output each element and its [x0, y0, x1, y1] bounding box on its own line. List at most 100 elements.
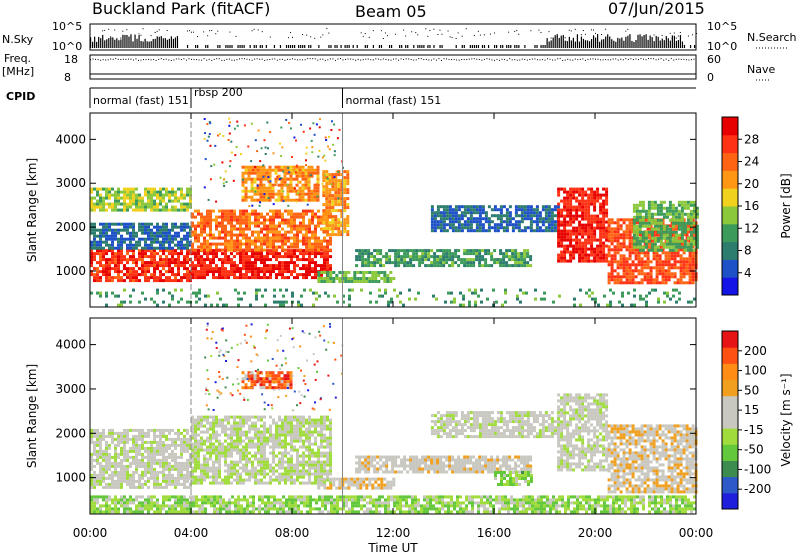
nsky-bar [478, 45, 479, 48]
data-cell [269, 243, 272, 246]
data-cell [245, 273, 248, 276]
data-cell [183, 261, 186, 264]
data-cell [227, 255, 230, 258]
data-cell [629, 281, 632, 284]
data-cell [572, 188, 575, 191]
data-cell [335, 274, 338, 277]
data-cell [129, 273, 132, 276]
scatter-point [319, 126, 321, 128]
data-cell [681, 210, 684, 213]
data-cell [639, 231, 642, 234]
nsky-bar [631, 41, 632, 48]
data-cell [584, 191, 587, 194]
data-cell [308, 246, 311, 249]
nsearch-dot [565, 37, 566, 38]
data-cell [99, 261, 102, 264]
data-cell [299, 196, 302, 199]
data-cell [557, 188, 560, 191]
data-cell [96, 267, 99, 270]
data-cell [245, 178, 248, 181]
data-cell [183, 197, 186, 200]
data-cell [135, 270, 138, 273]
data-cell [156, 276, 159, 279]
data-cell [569, 236, 572, 239]
data-cell [138, 273, 141, 276]
data-cell [153, 209, 156, 212]
data-cell [117, 191, 120, 194]
scatter-point [208, 199, 210, 201]
data-cell [446, 208, 449, 211]
data-cell [322, 218, 325, 221]
data-cell [120, 261, 123, 264]
data-cell [99, 468, 102, 471]
data-cell [693, 240, 696, 243]
data-cell [334, 194, 337, 197]
nave-dot [693, 59, 694, 60]
data-cell [617, 251, 620, 254]
data-cell [305, 276, 308, 279]
nsky-bar [682, 41, 683, 48]
data-cell [629, 221, 632, 224]
data-cell [180, 252, 183, 255]
data-cell [358, 252, 361, 255]
data-cell [245, 199, 248, 202]
scatter-point [331, 183, 333, 185]
data-cell [328, 200, 331, 203]
data-cell [523, 258, 526, 261]
data-cell [648, 216, 651, 219]
data-cell [334, 233, 337, 236]
data-cell [275, 210, 278, 213]
data-cell [636, 240, 639, 243]
data-cell [647, 281, 650, 284]
data-cell [186, 270, 189, 273]
data-cell [114, 209, 117, 212]
data-cell [578, 227, 581, 230]
data-cell [308, 270, 311, 273]
data-cell [527, 211, 530, 214]
data-cell [478, 255, 481, 258]
data-cell [566, 233, 569, 236]
scatter-point [281, 146, 283, 148]
data-cell [159, 279, 162, 282]
data-cell [669, 207, 672, 210]
data-cell [132, 238, 135, 241]
data-cell [218, 210, 221, 213]
data-cell [156, 267, 159, 270]
data-cell [266, 225, 269, 228]
data-cell [602, 200, 605, 203]
data-cell [272, 270, 275, 273]
data-cell [457, 258, 460, 261]
nsky-bar [187, 45, 188, 48]
data-cell [168, 197, 171, 200]
scatter-point [262, 176, 264, 178]
scatter-point [324, 160, 326, 162]
data-cell [278, 190, 281, 193]
scatter-point [279, 178, 281, 180]
data-cell [608, 227, 611, 230]
data-cell [566, 248, 569, 251]
data-cell [242, 252, 245, 255]
data-cell [599, 203, 602, 206]
data-cell [168, 252, 171, 255]
nave-dot [466, 59, 467, 60]
data-cell [551, 217, 554, 220]
data-cell [642, 204, 645, 207]
data-cell [314, 252, 317, 255]
data-cell [275, 249, 278, 252]
data-cell [560, 221, 563, 224]
nave-dot [196, 59, 197, 60]
data-cell [587, 254, 590, 257]
data-cell [334, 179, 337, 182]
data-cell [162, 252, 165, 255]
data-cell [102, 209, 105, 212]
data-cell [644, 278, 647, 281]
data-cell [690, 213, 693, 216]
data-cell [473, 208, 476, 211]
data-cell [322, 221, 325, 224]
nsky-bar [672, 35, 673, 48]
data-cell [224, 249, 227, 252]
data-cell [102, 255, 105, 258]
data-cell [614, 248, 617, 251]
nave-dot [249, 59, 250, 60]
nsky-bar [145, 39, 146, 48]
